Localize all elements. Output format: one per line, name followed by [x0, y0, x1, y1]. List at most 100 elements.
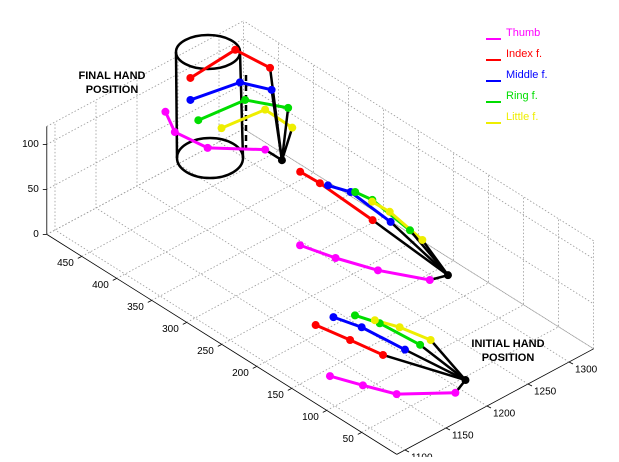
joint [288, 123, 297, 132]
legend-label: Index f. [506, 48, 542, 60]
finger-line [354, 190, 411, 232]
y-tick [182, 322, 187, 325]
grid-line [291, 174, 490, 389]
joint [426, 336, 435, 344]
joint [329, 313, 338, 322]
joint [261, 105, 270, 114]
wrist-link [280, 127, 294, 161]
wrist [461, 376, 470, 385]
joint [231, 45, 240, 54]
cylinder-bottom [175, 136, 245, 180]
y-tick-label: 50 [343, 434, 355, 445]
joint [373, 266, 382, 275]
wrist-link [429, 339, 467, 381]
z-tick-label: 50 [28, 184, 40, 195]
finger-line [220, 108, 294, 130]
y-tick-label: 300 [162, 324, 179, 335]
annotation: FINAL HAND [78, 70, 145, 82]
wrist-link [371, 219, 449, 277]
y-tick [252, 366, 257, 369]
grid-line [46, 128, 594, 350]
legend-label: Ring f. [506, 90, 538, 102]
wrist-link [270, 89, 284, 161]
joint [194, 116, 203, 125]
joint [392, 390, 401, 399]
joint [170, 128, 179, 137]
finger-line [329, 374, 456, 396]
joint [284, 103, 293, 112]
x-tick [445, 427, 451, 431]
joint [385, 207, 394, 216]
joint [161, 107, 170, 116]
joint [358, 381, 367, 390]
joint [357, 323, 366, 332]
x-tick-label: 1200 [493, 409, 516, 420]
y-tick [217, 344, 222, 347]
x-tick-label: 1150 [452, 431, 474, 442]
annotation: POSITION [86, 84, 139, 96]
joint [379, 350, 387, 359]
y-tick-label: 150 [267, 390, 284, 401]
joint [235, 78, 244, 87]
x-tick [568, 361, 574, 365]
joint [331, 254, 340, 262]
y-tick [112, 278, 117, 281]
plot-area: FINAL HAND POSITION INITIAL HAND POSITION [78, 45, 545, 399]
joint [401, 345, 409, 354]
y-tick-label: 350 [127, 302, 144, 313]
y-tick-label: 100 [302, 412, 319, 423]
y-tick [322, 410, 327, 413]
grid-line [256, 152, 455, 367]
joint [296, 241, 305, 250]
y-tick-label: 200 [232, 368, 249, 379]
wrist-link [280, 107, 290, 161]
joint [203, 143, 212, 152]
box-edge [243, 20, 594, 242]
legend-label: Thumb [506, 27, 540, 39]
legend: Thumb Index f. Middle f. Ring f. Little f. [486, 27, 548, 124]
x-tick-label: 1300 [575, 365, 598, 376]
joint [261, 145, 270, 154]
joint [416, 340, 425, 349]
x-tick-label: 1100 [411, 453, 433, 457]
joint [451, 388, 460, 397]
joint [241, 95, 250, 104]
finger-line [299, 243, 431, 282]
grid-line [46, 83, 594, 305]
y-tick [287, 388, 292, 391]
grid-line [54, 122, 406, 451]
joint [346, 336, 355, 344]
joint [351, 188, 360, 196]
grid-line [218, 34, 570, 363]
grid-line [151, 86, 350, 301]
joint [368, 216, 377, 225]
finger-line [189, 80, 272, 102]
y-tick-label: 450 [57, 258, 74, 269]
grid-line [221, 130, 420, 345]
wrist-link [389, 221, 449, 277]
joint [323, 181, 332, 190]
legend-label: Little f. [506, 111, 538, 123]
y-tick [357, 432, 362, 435]
joint [425, 276, 434, 284]
grid-line [361, 218, 559, 433]
grid-line [46, 38, 594, 260]
finger-line [164, 111, 266, 152]
box-edge [46, 20, 244, 127]
wrist-link [421, 239, 449, 276]
x-tick [404, 449, 410, 453]
y-tick [147, 300, 152, 303]
joint [217, 124, 226, 133]
z-tick-label: 0 [33, 229, 39, 240]
y-tick [77, 256, 82, 259]
wrist-link [404, 348, 467, 382]
grid: 1100 1150 1200 1250 1300 50 100 150 200 250 300 350… [22, 20, 598, 462]
annotation: POSITION [482, 352, 535, 364]
grid-line [116, 64, 315, 279]
legend-label: Middle f. [506, 69, 548, 81]
wrist-link [382, 353, 466, 382]
y-tick-label: 400 [92, 280, 109, 291]
joint [267, 85, 276, 94]
